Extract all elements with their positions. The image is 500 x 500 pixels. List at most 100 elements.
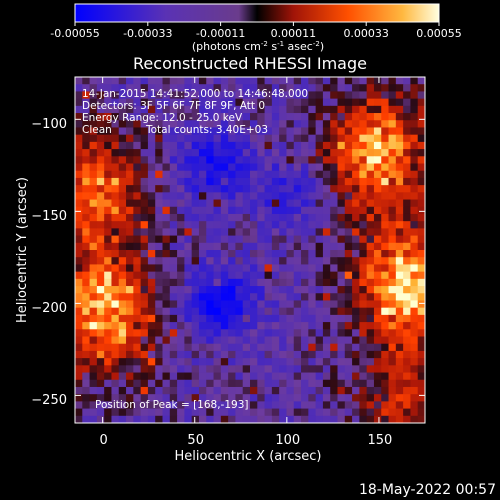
heatmap-cell bbox=[271, 84, 280, 92]
heatmap-cell bbox=[89, 120, 98, 128]
heatmap-cell bbox=[133, 250, 142, 258]
heatmap-cell bbox=[264, 170, 273, 179]
heatmap-cell bbox=[228, 77, 236, 85]
heatmap-cell bbox=[82, 350, 90, 359]
heatmap-cell bbox=[257, 77, 265, 85]
heatmap-cell bbox=[89, 329, 98, 337]
heatmap-cell bbox=[344, 185, 353, 193]
heatmap-cell bbox=[140, 394, 149, 402]
heatmap-cell bbox=[337, 149, 346, 157]
heatmap-cell bbox=[242, 149, 251, 157]
heatmap-cell bbox=[257, 401, 265, 409]
heatmap-cell bbox=[315, 163, 324, 172]
heatmap-cell bbox=[257, 127, 265, 136]
heatmap-cell bbox=[140, 379, 149, 388]
heatmap-cell bbox=[395, 394, 404, 402]
heatmap-cell bbox=[184, 228, 193, 236]
heatmap-cell bbox=[257, 192, 265, 200]
heatmap-cell bbox=[242, 206, 251, 215]
heatmap-cell bbox=[250, 286, 258, 294]
heatmap-cell bbox=[315, 141, 324, 150]
heatmap-cell bbox=[133, 127, 142, 136]
heatmap-cell bbox=[388, 300, 397, 309]
heatmap-cell bbox=[213, 120, 222, 128]
heatmap-cell bbox=[191, 199, 200, 208]
heatmap-cell bbox=[344, 141, 353, 150]
heatmap-cell bbox=[206, 386, 214, 395]
heatmap-cell bbox=[417, 329, 425, 337]
heatmap-cell bbox=[271, 350, 280, 359]
heatmap-cell bbox=[301, 192, 309, 200]
heatmap-cell bbox=[352, 386, 360, 395]
heatmap-cell bbox=[257, 300, 265, 309]
heatmap-cell bbox=[104, 379, 112, 388]
heatmap-cell bbox=[140, 293, 149, 301]
heatmap-cell bbox=[118, 401, 127, 409]
heatmap-cell bbox=[184, 379, 193, 388]
heatmap-cell bbox=[242, 213, 251, 222]
heatmap-cell bbox=[257, 206, 265, 215]
heatmap-cell bbox=[301, 141, 309, 150]
heatmap-cell bbox=[373, 307, 382, 316]
heatmap-cell bbox=[111, 84, 120, 92]
heatmap-cell bbox=[82, 127, 90, 136]
heatmap-cell bbox=[89, 300, 98, 309]
heatmap-cell bbox=[206, 127, 214, 136]
heatmap-cell bbox=[213, 322, 222, 330]
heatmap-cell bbox=[257, 235, 265, 244]
heatmap-cell bbox=[228, 358, 236, 366]
heatmap-cell bbox=[381, 257, 389, 265]
heatmap-cell bbox=[359, 127, 368, 136]
heatmap-cell bbox=[322, 293, 331, 301]
heatmap-cell bbox=[388, 271, 397, 280]
heatmap-cell bbox=[198, 120, 207, 128]
heatmap-cell bbox=[395, 127, 404, 136]
heatmap-cell bbox=[264, 365, 273, 373]
heatmap-cell bbox=[89, 401, 98, 409]
heatmap-cell bbox=[381, 271, 389, 280]
heatmap-cell bbox=[417, 177, 425, 186]
heatmap-cell bbox=[198, 156, 207, 164]
heatmap-cell bbox=[184, 156, 193, 164]
heatmap-cell bbox=[242, 386, 251, 395]
heatmap-cell bbox=[352, 149, 360, 157]
heatmap-cell bbox=[257, 120, 265, 128]
heatmap-cell bbox=[169, 84, 178, 92]
heatmap-cell bbox=[235, 242, 244, 251]
heatmap-cell bbox=[359, 358, 368, 366]
heatmap-cell bbox=[177, 199, 185, 208]
heatmap-cell bbox=[191, 408, 200, 417]
heatmap-cell bbox=[403, 386, 411, 395]
heatmap-cell bbox=[330, 228, 338, 236]
heatmap-cell bbox=[228, 235, 236, 244]
heatmap-cell bbox=[147, 156, 156, 164]
heatmap-cell bbox=[388, 264, 397, 273]
heatmap-cell bbox=[82, 343, 90, 352]
heatmap-cell bbox=[104, 163, 112, 172]
heatmap-cell bbox=[155, 264, 163, 273]
heatmap-cell bbox=[191, 350, 200, 359]
heatmap-cell bbox=[366, 91, 375, 100]
heatmap-cell bbox=[177, 141, 185, 150]
heatmap-cell bbox=[381, 177, 389, 186]
heatmap-cell bbox=[381, 105, 389, 114]
heatmap-cell bbox=[140, 192, 149, 200]
heatmap-cell bbox=[162, 307, 171, 316]
heatmap-cell bbox=[271, 206, 280, 215]
heatmap-cell bbox=[403, 257, 411, 265]
heatmap-cell bbox=[213, 314, 222, 323]
heatmap-cell bbox=[133, 177, 142, 186]
heatmap-cell bbox=[228, 250, 236, 258]
heatmap-cell bbox=[301, 336, 309, 345]
heatmap-cell bbox=[403, 177, 411, 186]
heatmap-cell bbox=[322, 84, 331, 92]
heatmap-cell bbox=[177, 293, 185, 301]
heatmap-cell bbox=[359, 415, 368, 423]
heatmap-cell bbox=[264, 264, 273, 273]
heatmap-cell bbox=[220, 98, 229, 107]
heatmap-cell bbox=[337, 278, 346, 287]
heatmap-cell bbox=[257, 221, 265, 229]
heatmap-cell bbox=[352, 77, 360, 85]
heatmap-cell bbox=[235, 286, 244, 294]
heatmap-cell bbox=[75, 314, 83, 323]
